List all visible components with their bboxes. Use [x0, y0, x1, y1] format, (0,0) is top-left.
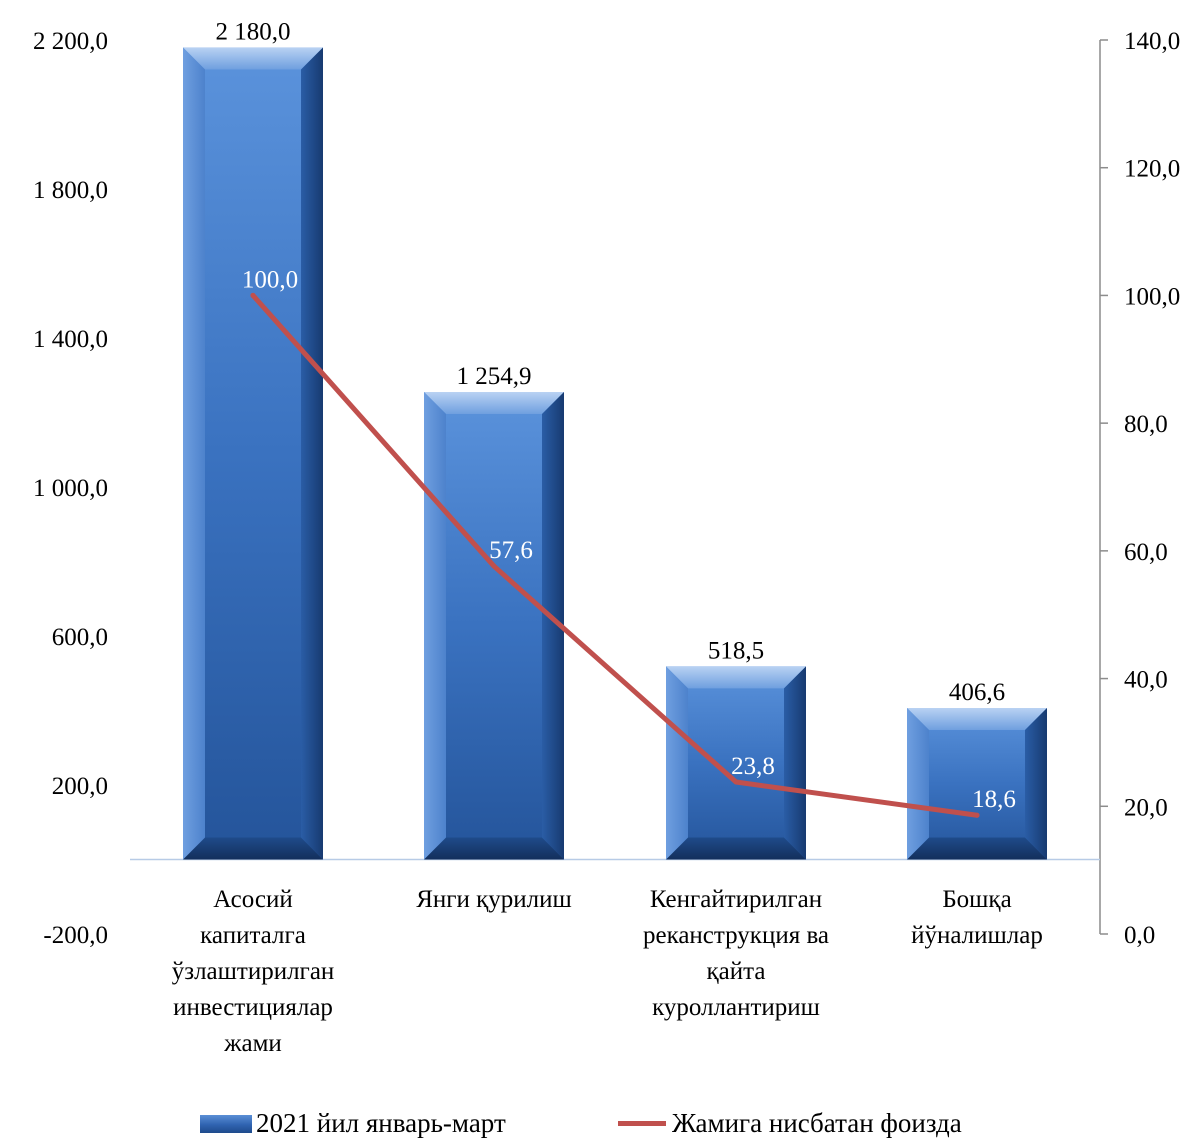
bar-bevel-left [183, 47, 205, 860]
right-axis-tick-label: 20,0 [1124, 794, 1168, 821]
right-axis-tick-label: 120,0 [1124, 156, 1180, 183]
line-point [250, 292, 256, 298]
legend: 2021 йил январь-март Жамига нисбатан фои… [0, 1108, 1200, 1142]
legend-item-bars: 2021 йил январь-март [200, 1108, 506, 1139]
bar [907, 708, 1047, 860]
bar-bevel-top [666, 666, 806, 689]
category-label-line: йўналишлар [911, 922, 1043, 949]
bar-bevel-bottom [424, 837, 564, 860]
bar-face [907, 708, 1047, 860]
right-y-axis: 140,0 120,0 100,0 80,0 60,0 40,0 20,0 0,0 [1099, 28, 1180, 949]
line-value-label: 23,8 [731, 753, 775, 780]
left-axis-tick-label: 2 200,0 [33, 28, 108, 55]
line-value-labels: 100,0 57,6 23,8 18,6 [242, 266, 1016, 813]
right-axis-tick-label: 60,0 [1124, 539, 1168, 566]
bar-bevel-right [301, 47, 323, 860]
left-axis-tick-label: 1 000,0 [33, 475, 108, 502]
category-label-line: қайта [707, 958, 766, 985]
bar-value-label: 2 180,0 [216, 18, 291, 45]
category-label: Кенгайтирилган реканструкция ва қайта курол… [643, 886, 829, 1021]
bar-bevel-top [424, 392, 564, 415]
category-label: Бошқа йўналишлар [911, 886, 1043, 949]
line-value-label: 57,6 [489, 537, 533, 564]
line-value-label: 18,6 [972, 786, 1016, 813]
legend-line-swatch [618, 1121, 666, 1126]
bar-value-labels: 2 180,0 1 254,9 518,5 406,6 [216, 18, 1006, 706]
category-label: Асосий капиталга ўзлаштирилган инвестицияла… [172, 886, 335, 1057]
line-series-path [250, 292, 980, 818]
combo-chart: 2 200,0 1 800,0 1 400,0 1 000,0 600,0 200,0 -2… [33, 18, 1180, 1057]
line-series [250, 292, 980, 818]
bar-bevel-bottom [666, 837, 806, 860]
legend-bar-swatch [200, 1114, 252, 1133]
category-label-line: инвестициялар [173, 994, 333, 1021]
right-axis-tick-label: 140,0 [1124, 28, 1180, 55]
bar-value-label: 406,6 [949, 679, 1005, 706]
line-point [491, 563, 497, 569]
category-label-line: жами [223, 1030, 282, 1057]
left-y-axis: 2 200,0 1 800,0 1 400,0 1 000,0 600,0 200,0 -2… [33, 28, 108, 949]
bar-bevel-right [784, 666, 806, 860]
legend-item-line: Жамига нисбатан фоизда [618, 1108, 962, 1139]
category-label-line: Кенгайтирилган [650, 886, 822, 913]
bar-bevel-top [907, 708, 1047, 731]
bar-bevel-left [666, 666, 688, 860]
line-point [974, 812, 980, 818]
legend-label-line: Жамига нисбатан фоизда [672, 1108, 962, 1138]
legend-label-bars: 2021 йил январь-март [256, 1108, 506, 1138]
bar-bevel-bottom [907, 837, 1047, 860]
category-label-line: Янги қурилиш [416, 886, 572, 913]
right-axis-tick-label: 80,0 [1124, 411, 1168, 438]
line-point [733, 779, 739, 785]
right-axis-tick-label: 100,0 [1124, 283, 1180, 310]
line-value-label: 100,0 [242, 266, 298, 293]
right-axis-tick-label: 40,0 [1124, 667, 1168, 694]
category-label-line: капиталга [200, 922, 306, 949]
bar-bevel-left [424, 392, 446, 860]
bar-bevel-top [183, 47, 323, 70]
category-axis-labels: Асосий капиталга ўзлаштирилган инвестицияла… [172, 886, 1043, 1057]
bar-value-label: 1 254,9 [457, 363, 532, 390]
bar-bevel-bottom [183, 837, 323, 860]
category-label-line: куроллантириш [652, 994, 820, 1021]
bar-value-label: 518,5 [708, 637, 764, 664]
bar-bevel-right [1025, 708, 1047, 860]
category-label-line: Асосий [213, 886, 293, 913]
bar-bevel-right [542, 392, 564, 860]
left-axis-tick-label: -200,0 [43, 922, 108, 949]
bar-face [666, 666, 806, 860]
bar-face [424, 392, 564, 860]
bar [424, 392, 564, 860]
bar-series [183, 47, 1047, 860]
right-axis-tick-label: 0,0 [1124, 922, 1155, 949]
bar [183, 47, 323, 860]
category-label: Янги қурилиш [416, 886, 572, 913]
category-label-line: Бошқа [942, 886, 1011, 913]
left-axis-tick-label: 1 800,0 [33, 177, 108, 204]
category-label-line: реканструкция ва [643, 922, 829, 949]
bar-face [183, 47, 323, 860]
left-axis-tick-label: 600,0 [52, 624, 108, 651]
left-axis-tick-label: 1 400,0 [33, 326, 108, 353]
bar [666, 666, 806, 860]
left-axis-tick-label: 200,0 [52, 773, 108, 800]
category-label-line: ўзлаштирилган [172, 958, 335, 985]
bar-bevel-left [907, 708, 929, 860]
